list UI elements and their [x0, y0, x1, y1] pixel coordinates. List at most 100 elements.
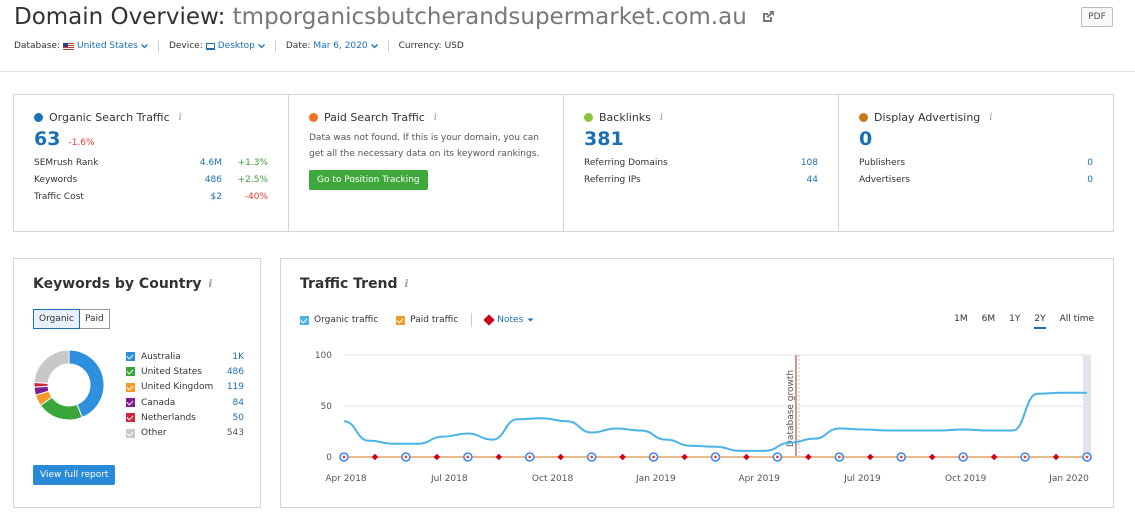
- country-value[interactable]: 543: [226, 428, 244, 439]
- info-icon[interactable]: i: [178, 112, 182, 123]
- country-name: United States: [141, 366, 202, 377]
- country-name: Australia: [141, 351, 181, 362]
- paid-traffic-label[interactable]: Paid traffic: [410, 315, 459, 325]
- desktop-icon: [205, 42, 215, 50]
- organic-paid-toggle: Organic Paid: [33, 309, 110, 329]
- note-marker-icon[interactable]: [495, 453, 503, 461]
- country-value[interactable]: 50: [232, 412, 244, 423]
- note-marker-icon[interactable]: [433, 453, 441, 461]
- country-item[interactable]: United States 486: [126, 364, 244, 379]
- kbc-title-label: Keywords by Country: [33, 276, 202, 292]
- country-value[interactable]: 84: [232, 397, 244, 408]
- toggle-organic[interactable]: Organic: [33, 309, 81, 329]
- country-value[interactable]: 119: [226, 382, 244, 393]
- organic-value[interactable]: 63: [34, 128, 61, 150]
- metric-value[interactable]: 44: [806, 174, 818, 185]
- note-marker-icon[interactable]: [1052, 453, 1060, 461]
- country-item[interactable]: Australia 1K: [126, 349, 244, 364]
- info-icon[interactable]: i: [659, 112, 664, 123]
- note-marker-icon[interactable]: [928, 453, 936, 461]
- date-value[interactable]: Mar 6, 2020: [313, 41, 368, 51]
- metric-value[interactable]: 486: [204, 174, 222, 185]
- organic-traffic-panel: Organic Search Traffic i 63 -1.6% SEMrus…: [14, 95, 289, 231]
- backlinks-dot-icon: [584, 113, 593, 122]
- display-number[interactable]: 0: [859, 128, 873, 150]
- position-tracking-button[interactable]: Go to Position Tracking: [309, 170, 428, 190]
- note-marker-icon[interactable]: [867, 453, 874, 461]
- country-checkbox[interactable]: [126, 413, 135, 423]
- donut-slice[interactable]: [33, 349, 70, 384]
- note-marker-icon[interactable]: [743, 453, 750, 461]
- display-metrics: Publishers 0 Advertisers 0: [859, 154, 1093, 188]
- chevron-down-icon: [257, 43, 265, 48]
- date-label: Date:: [285, 41, 311, 51]
- display-advertising-title: Display Advertising i: [859, 111, 1093, 124]
- country-value[interactable]: 486: [226, 366, 244, 377]
- x-tick-label: Jan 2020: [1048, 474, 1089, 484]
- range-option[interactable]: 1Y: [1009, 314, 1021, 324]
- range-option[interactable]: All time: [1059, 314, 1094, 324]
- metric-value[interactable]: 108: [800, 157, 818, 168]
- organic-traffic-label[interactable]: Organic traffic: [314, 315, 379, 325]
- metric-row: Referring Domains 108: [584, 154, 818, 171]
- pdf-button[interactable]: PDF: [1081, 7, 1113, 27]
- organic-traffic-value[interactable]: 63 -1.6%: [34, 128, 268, 150]
- chevron-down-icon: [370, 43, 378, 48]
- caret-down-icon: [527, 318, 534, 321]
- country-item[interactable]: United Kingdom 119: [126, 380, 244, 395]
- note-marker-icon[interactable]: [805, 453, 812, 461]
- note-marker-icon[interactable]: [681, 453, 688, 461]
- note-marker-icon[interactable]: [619, 453, 626, 461]
- notes-label[interactable]: Notes: [497, 315, 524, 325]
- y-tick-label: 100: [315, 351, 332, 361]
- info-icon[interactable]: i: [404, 278, 409, 290]
- range-option[interactable]: 2Y: [1034, 314, 1046, 329]
- database-filter[interactable]: Database: United States: [14, 40, 159, 52]
- country-value[interactable]: 1K: [232, 351, 244, 362]
- note-marker-icon[interactable]: [371, 453, 379, 461]
- info-icon[interactable]: i: [989, 112, 993, 123]
- range-option[interactable]: 6M: [981, 314, 996, 324]
- info-icon[interactable]: i: [433, 112, 437, 123]
- x-tick-label: Jul 2018: [430, 474, 468, 484]
- backlinks-number[interactable]: 381: [584, 128, 624, 150]
- metric-value[interactable]: 4.6M: [199, 157, 222, 168]
- country-checkbox[interactable]: [126, 428, 135, 438]
- country-item[interactable]: Other 543: [126, 425, 244, 440]
- device-filter[interactable]: Device: Desktop: [169, 40, 276, 52]
- country-item[interactable]: Netherlands 50: [126, 410, 244, 425]
- note-marker-icon[interactable]: [990, 453, 998, 461]
- date-filter[interactable]: Date: Mar 6, 2020: [286, 40, 389, 52]
- country-checkbox[interactable]: [126, 352, 135, 362]
- backlinks-value[interactable]: 381: [584, 128, 818, 150]
- metric-value[interactable]: 0: [1087, 157, 1093, 168]
- country-item[interactable]: Canada 84: [126, 395, 244, 410]
- country-checkbox[interactable]: [126, 382, 135, 392]
- display-value[interactable]: 0: [859, 128, 1093, 150]
- metric-value[interactable]: 0: [1087, 174, 1093, 185]
- device-label: Device:: [168, 41, 203, 51]
- metric-change: -40%: [244, 191, 268, 202]
- country-checkbox[interactable]: [126, 398, 135, 408]
- google-update-dot: [404, 455, 408, 459]
- device-value[interactable]: Desktop: [217, 41, 255, 51]
- paid-checkbox[interactable]: [396, 315, 406, 325]
- external-link-icon[interactable]: [760, 9, 776, 25]
- paid-title-label: Paid Search Traffic: [324, 111, 425, 124]
- notes-dropdown[interactable]: Notes: [483, 314, 534, 326]
- google-update-dot: [1023, 455, 1027, 459]
- view-full-report-button[interactable]: View full report: [33, 465, 116, 485]
- organic-traffic-title: Organic Search Traffic i: [34, 111, 268, 124]
- us-flag-icon: [62, 42, 74, 50]
- note-marker-icon[interactable]: [557, 453, 564, 461]
- country-checkbox[interactable]: [126, 367, 135, 377]
- organic-checkbox[interactable]: [300, 315, 309, 325]
- database-value[interactable]: United States: [76, 41, 138, 51]
- toggle-paid[interactable]: Paid: [80, 309, 110, 329]
- info-icon[interactable]: i: [208, 278, 213, 290]
- metric-value[interactable]: $2: [210, 191, 222, 202]
- title-prefix: Domain Overview:: [14, 4, 226, 30]
- traffic-trend-chart: 0 50 100 Apr 2018 Jul 2018 Oct 2018 Jan 2019 Ap…: [315, 351, 1092, 484]
- range-option[interactable]: 1M: [954, 314, 968, 324]
- x-tick-label: Jan 2019: [635, 474, 676, 484]
